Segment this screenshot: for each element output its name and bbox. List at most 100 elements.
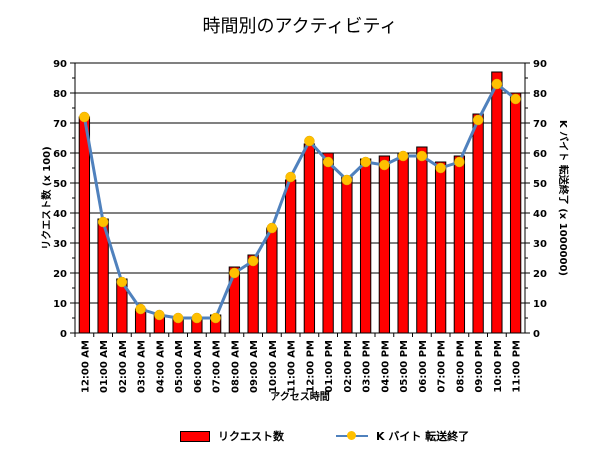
x-tick-label: 01:00 PM [324, 340, 335, 393]
x-tick-label: 12:00 PM [305, 340, 316, 393]
kbytes-line [82, 82, 517, 320]
y-tick-label: 20 [53, 269, 67, 280]
y2-tick-label: 40 [533, 209, 547, 220]
line-point [229, 267, 240, 279]
x-tick-label: 05:00 AM [174, 340, 185, 393]
y2-tick-label: 0 [533, 329, 540, 340]
bar [453, 155, 466, 334]
bar [284, 179, 297, 334]
bar [78, 116, 91, 334]
x-tick-label: 02:00 AM [118, 340, 129, 393]
bar [247, 254, 259, 334]
axis-labels: 0 0 10 10 20 20 30 30 40 40 50 50 60 60 70 70 80 80 90 90 12… [40, 59, 570, 403]
line-point [416, 150, 428, 162]
x-tick-label: 08:00 AM [230, 340, 241, 393]
y-tick-label: 10 [53, 299, 67, 310]
line-point [435, 162, 446, 174]
chart-title: 時間別のアクティビティ [202, 16, 398, 37]
x-tick-label: 10:00 AM [268, 340, 279, 393]
bar [378, 155, 391, 334]
x-tick-label: 11:00 PM [512, 340, 523, 393]
line-point [304, 135, 315, 147]
y2-tick-label: 90 [533, 59, 547, 70]
x-tick-label: 01:00 AM [99, 340, 110, 393]
y-axis-title: リクエスト数 (x 100) [40, 146, 53, 249]
y-tick-label: 90 [53, 59, 67, 70]
line-point [172, 312, 184, 324]
x-tick-label: 03:00 PM [362, 340, 373, 393]
line-point [266, 222, 278, 234]
x-tick-label: 07:00 PM [437, 340, 448, 393]
x-tick-label: 04:00 AM [155, 340, 166, 393]
line-point [210, 312, 221, 324]
y2-tick-label: 20 [533, 269, 547, 280]
y-tick-label: 30 [53, 239, 67, 250]
bar-series [78, 71, 522, 334]
y2-tick-label: 30 [533, 239, 547, 250]
line-point [322, 156, 334, 168]
x-tick-label: 10:00 PM [493, 340, 504, 393]
bar [303, 143, 316, 334]
x-tick-label: 12:00 AM [80, 340, 91, 393]
bar [266, 227, 278, 334]
line-point [116, 276, 128, 288]
line-point [491, 78, 503, 90]
legend: リクエスト数 K バイト 転送終了 [180, 428, 469, 444]
bar [397, 152, 409, 334]
axes [70, 62, 530, 337]
line-point [472, 114, 484, 126]
line-series [79, 78, 521, 324]
bar [416, 146, 428, 334]
x-tick-label: 09:00 PM [474, 340, 485, 393]
bar [434, 161, 447, 334]
y2-tick-label: 60 [533, 149, 547, 160]
x-tick-label: 07:00 AM [212, 340, 223, 393]
x-tick-label: 06:00 PM [418, 340, 429, 393]
line-point [247, 255, 259, 267]
bar [472, 113, 484, 334]
x-tick-label: 04:00 PM [380, 340, 391, 393]
bar [359, 158, 372, 334]
y2-tick-label: 10 [533, 299, 547, 310]
bar [509, 92, 522, 334]
line-point [379, 159, 390, 171]
line-point [341, 174, 353, 186]
x-tick-label: 08:00 PM [455, 340, 466, 393]
legend-bar-swatch [180, 430, 210, 442]
x-axis-title: アクセス時間 [270, 390, 330, 403]
legend-label-kbytes: K バイト 転送終了 [376, 430, 470, 443]
line-point [191, 312, 203, 324]
y2-tick-label: 80 [533, 89, 547, 100]
y-tick-label: 0 [60, 329, 67, 340]
legend-line-swatch [336, 431, 368, 441]
line-point [285, 171, 296, 183]
gridlines [75, 62, 525, 304]
x-tick-label: 11:00 AM [287, 340, 298, 393]
y2-tick-label: 50 [533, 179, 547, 190]
x-tick-label: 06:00 AM [193, 340, 204, 393]
x-tick-label: 05:00 PM [399, 340, 410, 393]
y-tick-label: 70 [53, 119, 67, 130]
y-tick-label: 50 [53, 179, 67, 190]
y-tick-label: 80 [53, 89, 67, 100]
x-tick-label: 03:00 AM [137, 340, 148, 393]
y-tick-label: 40 [53, 209, 67, 220]
y2-tick-label: 70 [533, 119, 547, 130]
line-point [97, 216, 109, 228]
legend-label-requests: リクエスト数 [218, 430, 284, 443]
x-tick-label: 02:00 PM [343, 340, 354, 393]
bar [491, 71, 503, 334]
line-point [454, 156, 465, 168]
line-point [79, 111, 90, 123]
line-point [397, 150, 409, 162]
x-tick-label: 09:00 AM [249, 340, 260, 393]
line-point [510, 93, 521, 105]
bar [341, 176, 353, 334]
line-point [135, 303, 146, 315]
line-point [360, 156, 371, 168]
bar [322, 152, 334, 334]
y-tick-label: 60 [53, 149, 67, 160]
line-point [154, 309, 165, 321]
y2-axis-title: K バイト 転送終了 (x 1000000) [557, 120, 570, 276]
